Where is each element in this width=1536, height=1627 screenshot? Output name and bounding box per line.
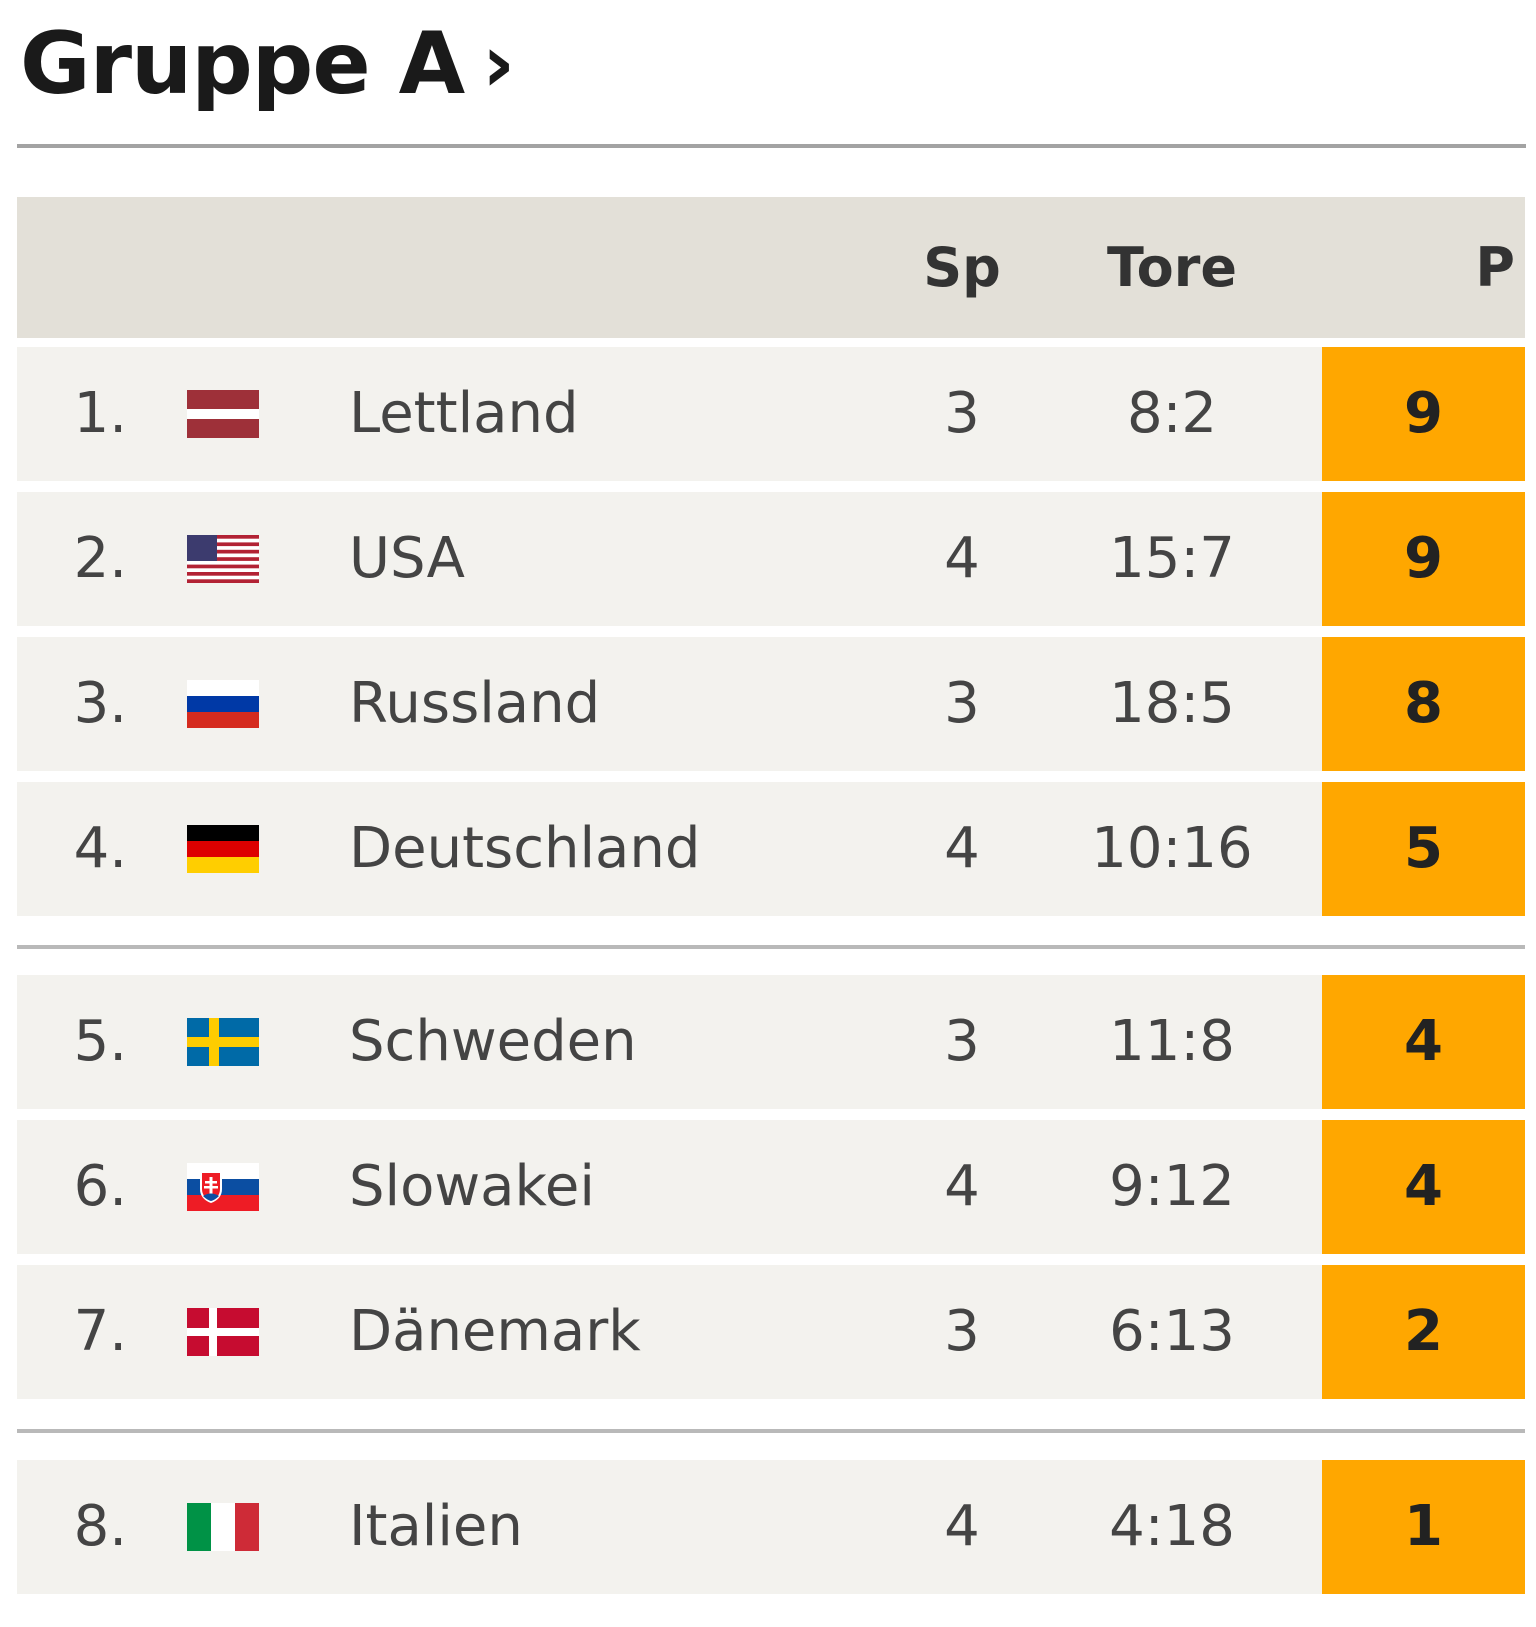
games-played: 4 — [944, 816, 980, 881]
points: 1 — [1322, 1460, 1525, 1594]
table-header: Sp Tore P — [17, 197, 1525, 338]
team-name: Deutschland — [349, 816, 701, 881]
table-row: 6. Slowakei 4 9:12 4 — [17, 1120, 1525, 1254]
goals: 8:2 — [1126, 381, 1218, 446]
rank: 1. — [73, 381, 127, 446]
qualification-divider — [17, 945, 1525, 949]
goals: 6:13 — [1109, 1299, 1235, 1364]
table-row: 4. Deutschland 4 10:16 5 — [17, 782, 1525, 916]
header-games: Sp — [923, 236, 1001, 299]
team-name: Italien — [349, 1494, 523, 1559]
relegation-divider — [17, 1429, 1525, 1433]
goals: 10:16 — [1091, 816, 1253, 881]
title-divider — [17, 144, 1526, 148]
points: 2 — [1322, 1265, 1525, 1399]
rank: 7. — [73, 1299, 127, 1364]
group-title-link[interactable]: Gruppe A › — [20, 14, 515, 114]
games-played: 3 — [944, 1009, 980, 1074]
latvia-flag-icon — [187, 390, 259, 438]
goals: 4:18 — [1109, 1494, 1235, 1559]
games-played: 3 — [944, 671, 980, 736]
sweden-flag-icon — [187, 1018, 259, 1066]
table-row: 5. Schweden 3 11:8 4 — [17, 975, 1525, 1109]
table-row: 7. Dänemark 3 6:13 2 — [17, 1265, 1525, 1399]
chevron-right-icon: › — [482, 17, 515, 110]
points: 4 — [1322, 975, 1525, 1109]
usa-flag-icon — [187, 535, 259, 583]
team-name: Russland — [349, 671, 601, 736]
rank: 2. — [73, 526, 127, 591]
group-title: Gruppe A — [20, 14, 465, 114]
points: 8 — [1322, 637, 1525, 771]
rank: 8. — [73, 1494, 127, 1559]
points: 4 — [1322, 1120, 1525, 1254]
germany-flag-icon — [187, 825, 259, 873]
games-played: 3 — [944, 381, 980, 446]
team-name: Lettland — [349, 381, 579, 446]
rank: 3. — [73, 671, 127, 736]
goals: 15:7 — [1109, 526, 1235, 591]
rank: 4. — [73, 816, 127, 881]
games-played: 3 — [944, 1299, 980, 1364]
denmark-flag-icon — [187, 1308, 259, 1356]
table-row: 8. Italien 4 4:18 1 — [17, 1460, 1525, 1594]
russia-flag-icon — [187, 680, 259, 728]
games-played: 4 — [944, 1154, 980, 1219]
header-points: P — [1475, 236, 1515, 299]
team-name: USA — [349, 526, 465, 591]
team-name: Slowakei — [349, 1154, 595, 1219]
points: 5 — [1322, 782, 1525, 916]
team-name: Schweden — [349, 1009, 637, 1074]
team-name: Dänemark — [349, 1299, 641, 1364]
goals: 9:12 — [1109, 1154, 1235, 1219]
points: 9 — [1322, 347, 1525, 481]
slovakia-flag-icon — [187, 1163, 259, 1211]
points: 9 — [1322, 492, 1525, 626]
goals: 11:8 — [1109, 1009, 1235, 1074]
table-row: 3. Russland 3 18:5 8 — [17, 637, 1525, 771]
table-row: 2. USA 4 15:7 9 — [17, 492, 1525, 626]
games-played: 4 — [944, 526, 980, 591]
games-played: 4 — [944, 1494, 980, 1559]
table-row: 1. Lettland 3 8:2 9 — [17, 347, 1525, 481]
rank: 5. — [73, 1009, 127, 1074]
goals: 18:5 — [1109, 671, 1235, 736]
header-goals: Tore — [1106, 236, 1238, 299]
italy-flag-icon — [187, 1503, 259, 1551]
rank: 6. — [73, 1154, 127, 1219]
